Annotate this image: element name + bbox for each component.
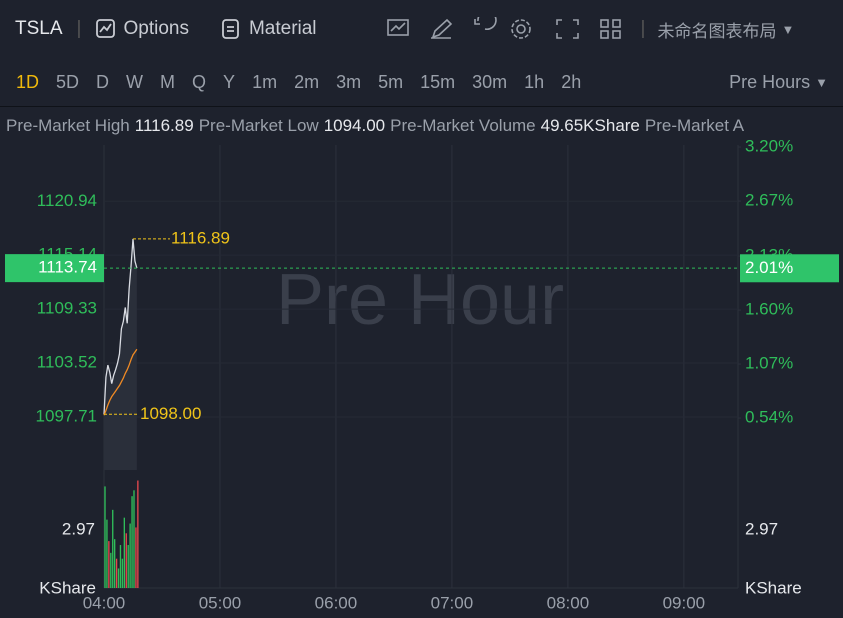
- divider: |: [640, 18, 646, 39]
- volume-bar: [104, 486, 106, 588]
- y2-tick-label: 0.54%: [745, 408, 793, 427]
- y-tick-label: 1109.33: [37, 299, 97, 318]
- volume-unit: KShare: [39, 578, 96, 597]
- volume-bar: [133, 490, 135, 588]
- line-average: [103, 348, 138, 416]
- volume-bar: [112, 509, 114, 588]
- interval[interactable]: 1m: [252, 71, 278, 92]
- volume-bar: [117, 568, 120, 588]
- volume-bar: [131, 496, 133, 588]
- last-price: 1113.74: [38, 258, 97, 277]
- volume-bar: [119, 545, 122, 588]
- options-icon[interactable]: [95, 18, 117, 40]
- options[interactable]: Options: [123, 18, 189, 39]
- chart-icon[interactable]: [386, 19, 409, 36]
- last-change-box: [740, 254, 839, 283]
- info-value: 1094.00: [323, 116, 386, 135]
- draw-icon[interactable]: [430, 18, 452, 39]
- interval[interactable]: D: [96, 71, 110, 92]
- line-price: [103, 238, 138, 415]
- divider: |: [76, 18, 82, 39]
- volume-bar: [125, 533, 127, 588]
- session-select[interactable]: Pre Hours: [729, 71, 811, 92]
- x-tick-label: 09:00: [663, 593, 706, 612]
- volume-bar: [135, 527, 137, 588]
- watermark: Pre Hour: [276, 260, 564, 340]
- volume-bar: [108, 541, 110, 588]
- dropdown-arrow[interactable]: ▼: [781, 21, 795, 37]
- y2-tick-label: 2.67%: [745, 191, 793, 210]
- layout-menu[interactable]: 未命名图表布局: [657, 21, 777, 41]
- interval[interactable]: 5D: [56, 71, 80, 92]
- low-marker-label: 1098.00: [140, 404, 201, 423]
- volume-bar: [110, 552, 112, 588]
- interval[interactable]: W: [126, 71, 144, 92]
- y2-tick-label: 3.20%: [745, 137, 793, 156]
- x-tick-label: 05:00: [199, 593, 242, 612]
- interval-list: 1D 5D D W M Q Y 1m 2m 3m 5m 15m 30m 1h 2h: [16, 72, 581, 93]
- volume-bar: [137, 480, 139, 588]
- info-value: 1116.89: [134, 116, 194, 135]
- volume-bar: [115, 558, 118, 588]
- x-tick-label: 06:00: [315, 593, 358, 612]
- x-tick-label: 08:00: [547, 593, 590, 612]
- info-bar: Pre-Market High 1116.89 Pre-Market Low 1094…: [0, 112, 843, 140]
- y2-tick-label: 1.07%: [745, 354, 793, 373]
- interval[interactable]: 3m: [336, 71, 362, 92]
- last-price-box: [5, 254, 104, 283]
- volume-bar: [106, 519, 108, 588]
- dropdown-arrow[interactable]: ▼: [815, 74, 828, 90]
- interval[interactable]: 15m: [420, 71, 456, 92]
- material-icon[interactable]: [221, 18, 241, 40]
- info-value: 49.65KShare: [540, 116, 640, 135]
- price-area: [104, 238, 137, 470]
- volume-bar: [121, 558, 124, 588]
- y-tick-label: 1103.52: [37, 353, 97, 372]
- interval[interactable]: 5m: [378, 71, 404, 92]
- last-change: 2.01%: [745, 258, 793, 277]
- interval[interactable]: 30m: [472, 71, 508, 92]
- x-tick-label: 04:00: [83, 593, 126, 612]
- interval[interactable]: 1D: [16, 71, 40, 92]
- interval[interactable]: 1h: [524, 71, 545, 92]
- layout-icon[interactable]: [599, 19, 609, 28]
- y2-tick-label: 1.60%: [745, 300, 793, 319]
- reset-icon[interactable]: [473, 17, 497, 31]
- tool-icons: [386, 17, 621, 39]
- x-tick-label: 07:00: [431, 593, 474, 612]
- volume-bar: [127, 545, 129, 588]
- fullscreen-icon[interactable]: [555, 19, 579, 39]
- symbol[interactable]: TSLA: [15, 18, 63, 39]
- plot-background: [104, 145, 738, 588]
- y-tick-label: 1097.71: [36, 406, 97, 425]
- info-label: Pre-Market A: [644, 116, 745, 135]
- interval[interactable]: M: [160, 71, 176, 92]
- info-label: Pre-Market High: [6, 116, 130, 135]
- volume-bar: [123, 517, 126, 588]
- toolbar: TSLA | Options Material | 未命名图表布局 ▼: [0, 0, 843, 58]
- settings-icon[interactable]: [515, 24, 526, 34]
- material[interactable]: Material: [248, 18, 317, 39]
- interval[interactable]: Q: [192, 71, 207, 92]
- interval-bar: 1D 5D D W M Q Y 1m 2m 3m 5m 15m 30m 1h 2h Pre Hours ▼: [0, 58, 843, 107]
- interval[interactable]: Y: [223, 71, 236, 92]
- high-marker-label: 1116.89: [171, 228, 230, 247]
- volume-bar: [129, 523, 131, 588]
- y-tick-label: 1120.94: [37, 191, 97, 210]
- interval[interactable]: 2m: [294, 71, 320, 92]
- info-label: Pre-Market Volume: [390, 116, 536, 135]
- volume-tick-label: 2.97: [745, 519, 778, 538]
- volume-tick-label: 2.97: [62, 519, 95, 538]
- volume-unit: KShare: [745, 578, 802, 597]
- info-label: Pre-Market Low: [198, 116, 319, 135]
- interval[interactable]: 2h: [561, 71, 582, 92]
- volume-bar: [113, 539, 116, 588]
